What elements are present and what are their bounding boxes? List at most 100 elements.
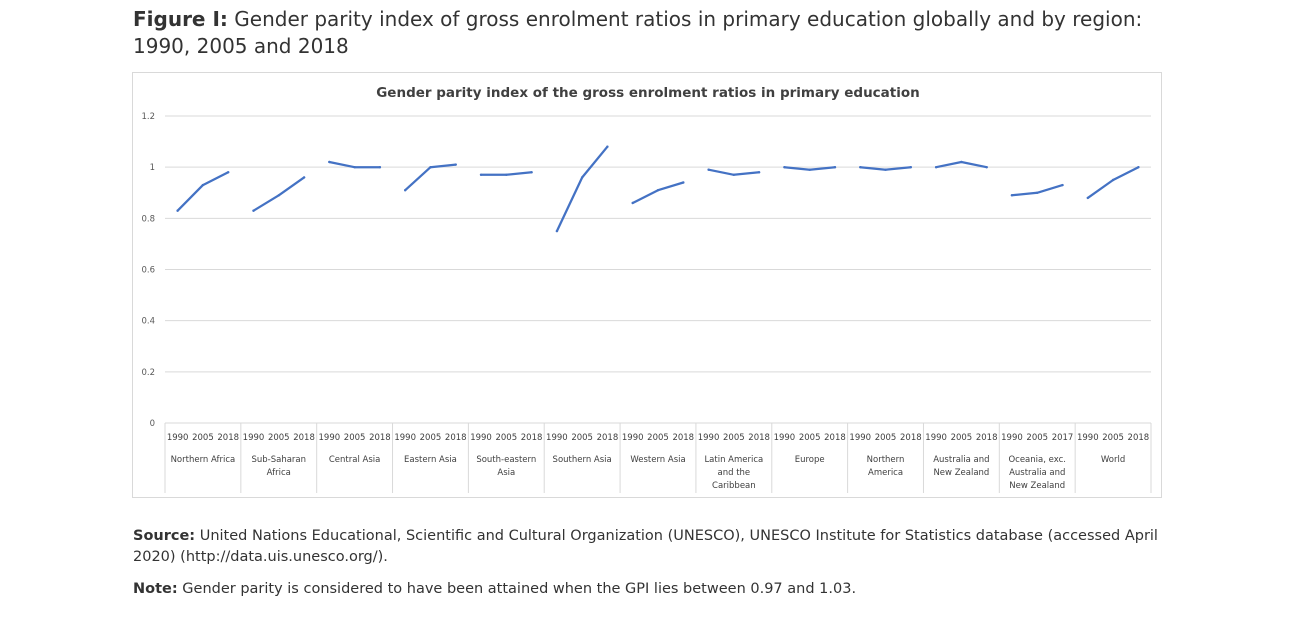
- x-tick-label: 2005: [495, 433, 517, 443]
- data-point: [404, 189, 407, 192]
- x-tick-label: 2018: [369, 433, 391, 443]
- x-tick-label: 1990: [849, 433, 871, 443]
- x-tick-label: 1990: [243, 433, 265, 443]
- category-label: Northern: [867, 455, 905, 465]
- x-tick-label: 1990: [698, 433, 720, 443]
- x-tick-label: 2005: [571, 433, 593, 443]
- x-tick-label: 2005: [1102, 433, 1124, 443]
- data-point: [960, 160, 963, 164]
- x-tick-label: 1990: [925, 433, 947, 443]
- data-point: [1086, 196, 1089, 200]
- category-label: Oceania, exc.: [1008, 455, 1065, 465]
- x-tick-label: 2018: [293, 433, 315, 443]
- category-label: Europe: [795, 455, 825, 465]
- data-point: [252, 209, 255, 212]
- data-point: [1010, 194, 1014, 197]
- x-tick-label: 2018: [672, 433, 694, 443]
- category-label: Eastern Asia: [404, 455, 457, 465]
- data-point: [985, 166, 988, 169]
- data-point: [808, 168, 811, 171]
- figure-title: Figure I: Gender parity index of gross e…: [133, 6, 1163, 60]
- data-point: [909, 166, 912, 169]
- data-point: [227, 171, 230, 174]
- source-label: Source:: [133, 528, 196, 544]
- data-point: [378, 166, 382, 169]
- note-text: Gender parity is considered to have been…: [182, 581, 857, 597]
- x-tick-label: 2018: [521, 433, 543, 443]
- line-chart: Gender parity index of the gross enrolme…: [141, 85, 1152, 493]
- y-tick-label: 0.2: [141, 368, 155, 378]
- x-tick-label: 1990: [546, 433, 568, 443]
- category-label: America: [868, 468, 903, 478]
- gpi-note: Note: Gender parity is considered to hav…: [133, 579, 1173, 600]
- x-tick-label: 2018: [900, 433, 922, 443]
- data-point: [302, 176, 306, 179]
- category-label: Sub-Saharan: [251, 455, 306, 465]
- x-tick-label: 2018: [824, 433, 846, 443]
- x-tick-label: 2005: [420, 433, 442, 443]
- category-label: Africa: [267, 468, 291, 478]
- data-point: [555, 229, 559, 233]
- y-tick-label: 0.8: [141, 214, 155, 224]
- data-point: [1111, 178, 1115, 182]
- category-label: Caribbean: [712, 481, 756, 491]
- data-point: [201, 183, 205, 187]
- x-tick-label: 1990: [470, 433, 492, 443]
- figure-label: Figure I:: [133, 7, 228, 31]
- data-point: [631, 201, 634, 205]
- y-tick-label: 1.2: [141, 112, 155, 122]
- category-label: and the: [718, 468, 751, 478]
- data-point: [277, 194, 280, 197]
- data-point: [757, 171, 761, 174]
- source-text: United Nations Educational, Scientific a…: [133, 528, 1158, 565]
- x-tick-label: 2005: [192, 433, 214, 443]
- category-label: Western Asia: [630, 455, 685, 465]
- x-tick-label: 2005: [951, 433, 973, 443]
- x-tick-label: 2005: [799, 433, 821, 443]
- data-point: [934, 166, 938, 169]
- x-tick-label: 2005: [723, 433, 745, 443]
- x-tick-label: 1990: [1001, 433, 1023, 443]
- category-label: Northern Africa: [171, 455, 236, 465]
- x-tick-label: 2005: [875, 433, 897, 443]
- category-label: Central Asia: [329, 455, 380, 465]
- x-tick-label: 2018: [217, 433, 239, 443]
- y-tick-label: 0.4: [141, 317, 155, 327]
- data-point: [884, 168, 887, 171]
- category-label: Australia and: [1009, 468, 1065, 478]
- data-point: [859, 166, 862, 169]
- data-point: [479, 173, 483, 176]
- x-tick-label: 1990: [622, 433, 644, 443]
- data-point: [682, 181, 685, 184]
- x-tick-label: 1990: [774, 433, 796, 443]
- data-point: [581, 176, 584, 179]
- note-label: Note:: [133, 581, 178, 597]
- data-point: [1036, 191, 1039, 194]
- category-label: Asia: [497, 468, 515, 478]
- data-point: [328, 160, 331, 164]
- data-point: [606, 145, 609, 148]
- category-label: New Zealand: [933, 468, 989, 478]
- category-label: Southern Asia: [553, 455, 612, 465]
- y-tick-label: 0.6: [141, 266, 155, 276]
- data-point: [530, 171, 533, 174]
- x-tick-label: 2005: [344, 433, 366, 443]
- chart-title: Gender parity index of the gross enrolme…: [376, 85, 920, 101]
- x-tick-label: 2018: [597, 433, 619, 443]
- data-point: [176, 209, 179, 212]
- y-tick-label: 0: [150, 419, 155, 429]
- series-line: [631, 181, 685, 205]
- category-label: New Zealand: [1009, 481, 1065, 491]
- x-tick-label: 2017: [1052, 433, 1074, 443]
- data-point: [1137, 166, 1140, 169]
- y-tick-label: 1: [150, 163, 155, 173]
- data-point: [429, 166, 432, 169]
- x-tick-label: 2018: [748, 433, 770, 443]
- figure-title-text: Gender parity index of gross enrolment r…: [133, 7, 1143, 58]
- x-tick-label: 2018: [976, 433, 998, 443]
- x-tick-label: 2018: [1128, 433, 1150, 443]
- data-point: [656, 189, 660, 192]
- data-point: [1061, 183, 1064, 187]
- data-point: [505, 173, 508, 176]
- series-line: [176, 171, 230, 212]
